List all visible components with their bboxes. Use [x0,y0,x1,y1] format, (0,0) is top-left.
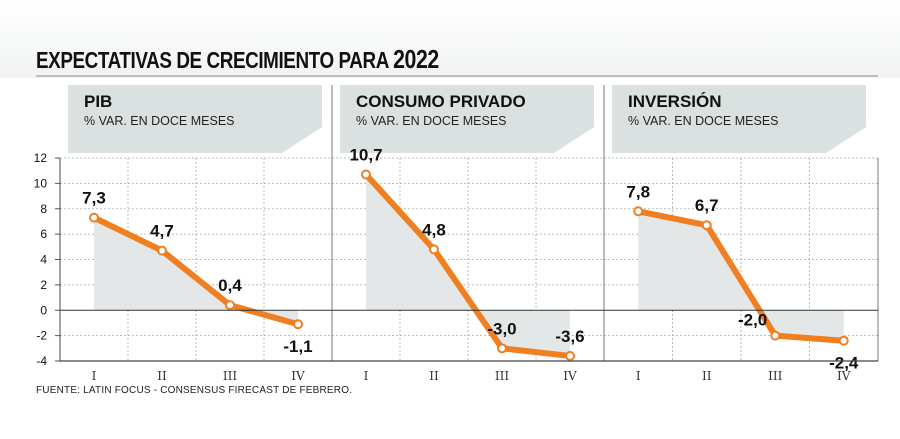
title-year: 2022 [393,44,439,74]
series-line [635,208,847,344]
data-point [89,212,99,223]
series-line [363,171,573,359]
data-label: 6,7 [695,196,719,215]
y-tick-label: 8 [40,202,47,216]
series-line [91,214,301,328]
data-point [701,220,712,231]
y-tick-label: 10 [34,176,48,190]
y-tick-label: -2 [36,329,47,343]
series-area [638,211,844,341]
x-tick-label: I [636,369,641,383]
x-tick-label: III [768,369,782,383]
x-tick-label: IV [837,369,851,383]
panel-3: INVERSIÓN % VAR. EN DOCE MESES 7,8 6,7 -2,0 -… [603,85,866,383]
data-point [361,169,371,180]
data-point [770,330,781,341]
x-tick-label: I [92,369,97,383]
y-tick-label: 0 [40,303,47,317]
panel-header [612,85,866,153]
panel-title: INVERSIÓN [628,92,722,111]
data-point [157,245,167,256]
x-tick-label: II [429,369,439,383]
data-point [565,350,575,361]
x-tick-label: IV [563,369,577,383]
x-tick-label: III [495,369,509,383]
y-tick-label: -4 [36,354,47,368]
panel-subtitle: % VAR. EN DOCE MESES [356,114,507,128]
x-tick-label: IV [291,369,305,383]
x-tick-label: II [702,369,712,383]
data-point [293,319,303,330]
data-label: -1,1 [283,337,312,356]
y-axis: 12 10 8 6 4 2 0 -2 -4 [34,151,60,368]
data-point [225,300,235,311]
data-label: -2,0 [738,311,767,330]
data-label: -2,4 [829,354,859,373]
data-point [429,244,439,255]
data-label: -3,6 [555,327,584,346]
data-label: 4,8 [422,220,446,239]
data-label: 4,7 [150,222,174,241]
data-point [497,343,507,354]
x-tick-label: II [157,369,167,383]
data-label: 7,3 [82,189,106,208]
panel-header [340,85,594,153]
series-area [366,174,570,356]
data-label: 7,8 [626,182,650,201]
x-tick-label: III [223,369,237,383]
title-band [0,0,900,78]
data-label: 0,4 [218,276,242,295]
y-tick-label: 12 [34,151,48,165]
y-tick-label: 4 [40,253,47,267]
x-tick-label: I [364,369,369,383]
page-title: EXPECTATIVAS DE CRECIMIENTO PARA 2022 [36,44,439,75]
panel-2: CONSUMO PRIVADO % VAR. EN DOCE MESES 10,7 4… [331,85,594,383]
data-point [838,335,849,346]
panel-header [68,85,322,153]
panel-subtitle: % VAR. EN DOCE MESES [628,114,779,128]
panel-title: CONSUMO PRIVADO [356,92,526,111]
y-tick-label: 2 [40,278,47,292]
panel-title: PIB [84,92,112,111]
data-point [633,206,644,217]
source-note: FUENTE: LATIN FOCUS - CONSENSUS FIRECAST… [36,385,353,396]
data-label: 10,7 [349,145,382,164]
panel-subtitle: % VAR. EN DOCE MESES [84,114,235,128]
title-text: EXPECTATIVAS DE CRECIMIENTO PARA [36,47,389,73]
data-label: -3,0 [487,319,516,338]
y-tick-label: 6 [40,227,47,241]
